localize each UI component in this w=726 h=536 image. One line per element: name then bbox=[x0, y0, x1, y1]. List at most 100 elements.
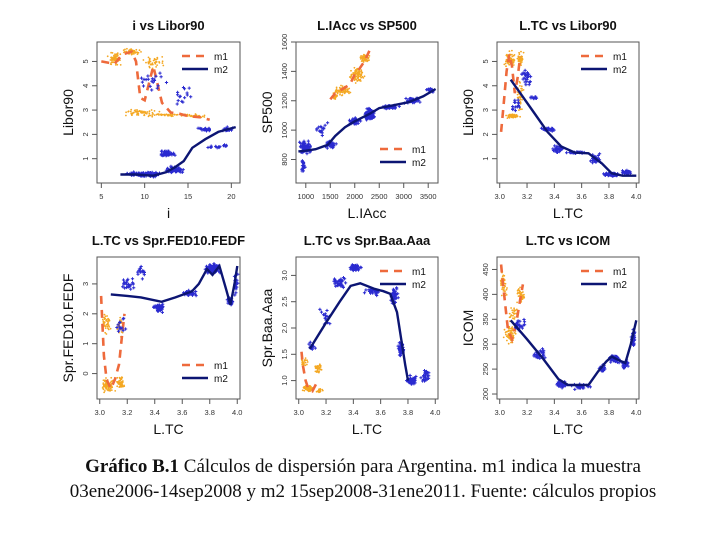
data-point-m1 bbox=[518, 53, 521, 56]
data-point-m1 bbox=[349, 91, 352, 94]
data-point-m1 bbox=[359, 58, 362, 60]
data-point-m1 bbox=[360, 76, 362, 79]
x-axis: 3.0 3.2 3.4 3.6 3.8 4.0 L.TC bbox=[294, 398, 440, 437]
data-point-m2 bbox=[374, 292, 378, 296]
data-point-m2 bbox=[164, 154, 168, 158]
data-point-m1 bbox=[107, 387, 110, 390]
data-point-m2 bbox=[528, 79, 532, 84]
data-point-m2 bbox=[233, 293, 237, 297]
data-point-m2 bbox=[525, 74, 529, 78]
y-tick-label: 450 bbox=[481, 263, 490, 276]
data-point-m1 bbox=[116, 55, 118, 57]
data-point-m1 bbox=[148, 112, 151, 115]
data-point-m1 bbox=[109, 327, 112, 330]
data-point-m1 bbox=[512, 317, 514, 320]
data-point-m2 bbox=[517, 105, 521, 109]
data-point-m2 bbox=[116, 329, 121, 333]
data-point-m2 bbox=[121, 329, 125, 333]
data-point-m2 bbox=[376, 290, 380, 294]
data-point-m1 bbox=[508, 63, 511, 66]
x-tick-label: 3.2 bbox=[122, 408, 132, 417]
data-point-m2 bbox=[418, 100, 422, 104]
data-point-m1 bbox=[500, 282, 502, 285]
data-point-m1 bbox=[189, 114, 191, 117]
data-point-m2 bbox=[421, 379, 425, 383]
x-tick-label: 3000 bbox=[395, 192, 412, 201]
y-tick-label: 400 bbox=[481, 288, 490, 301]
x-tick-label: 4.0 bbox=[631, 192, 641, 201]
y-tick-label: 200 bbox=[481, 388, 490, 401]
data-point-m1 bbox=[118, 383, 120, 385]
data-point-m2 bbox=[158, 71, 162, 75]
trend-line-m2 bbox=[298, 87, 437, 153]
data-point-m1 bbox=[318, 388, 321, 391]
data-point-m2 bbox=[208, 264, 212, 268]
data-point-m1 bbox=[514, 332, 517, 335]
data-point-m1 bbox=[316, 365, 319, 368]
data-point-m2 bbox=[527, 72, 531, 76]
data-point-m1 bbox=[116, 63, 119, 66]
data-point-m2 bbox=[542, 354, 546, 358]
data-point-m1 bbox=[339, 93, 341, 96]
data-point-m2 bbox=[328, 322, 332, 326]
data-point-m1 bbox=[149, 63, 152, 66]
data-point-m1 bbox=[148, 110, 151, 113]
data-point-m1 bbox=[156, 58, 159, 60]
data-point-m1 bbox=[147, 56, 150, 59]
data-point-m1 bbox=[110, 376, 113, 379]
data-point-m2 bbox=[410, 380, 414, 384]
data-point-m1 bbox=[130, 53, 133, 56]
data-point-m2 bbox=[124, 327, 128, 331]
data-point-m2 bbox=[155, 303, 159, 307]
y-tick-label: 300 bbox=[481, 338, 490, 351]
data-point-m1 bbox=[350, 73, 353, 76]
x-axis: 3.0 3.2 3.4 3.6 3.8 4.0 L.TC bbox=[495, 182, 641, 221]
trend-line-m2 bbox=[509, 319, 638, 387]
data-point-m1 bbox=[316, 367, 319, 370]
data-point-m1 bbox=[354, 71, 356, 74]
y-tick-label: 3.0 bbox=[280, 270, 289, 280]
y-tick-label: 800 bbox=[280, 153, 289, 166]
data-point-m1 bbox=[315, 370, 318, 373]
data-point-m1 bbox=[109, 63, 112, 65]
data-point-m1 bbox=[136, 51, 138, 53]
y-tick-label: 2 bbox=[81, 132, 90, 136]
y-tick-label: 350 bbox=[481, 313, 490, 326]
data-point-m2 bbox=[155, 309, 160, 313]
chart-title: L.TC vs Spr.Baa.Aaa bbox=[304, 233, 431, 248]
data-point-m2 bbox=[124, 285, 128, 290]
data-point-m2 bbox=[412, 378, 416, 382]
chart-panel-2: L.IAcc vs SP500 1000 1500 2000 2500 3000 3500 L… bbox=[259, 18, 439, 221]
data-point-m1 bbox=[519, 59, 522, 62]
data-point-m1 bbox=[102, 379, 105, 382]
data-point-m1 bbox=[348, 76, 351, 78]
data-point-m1 bbox=[190, 114, 193, 117]
data-point-m2 bbox=[558, 384, 562, 388]
x-tick-label: 1000 bbox=[297, 192, 314, 201]
data-point-m1 bbox=[135, 48, 138, 51]
data-point-m2 bbox=[527, 83, 531, 87]
data-point-m1 bbox=[520, 57, 522, 60]
x-tick-label: 15 bbox=[184, 192, 192, 201]
data-point-m1 bbox=[318, 391, 321, 393]
data-point-m2 bbox=[627, 169, 631, 174]
x-tick-label: 3.6 bbox=[576, 192, 586, 201]
data-point-m1 bbox=[107, 321, 110, 323]
data-point-m1 bbox=[363, 75, 366, 78]
x-axis-label: L.TC bbox=[553, 205, 583, 221]
trend-line-m1 bbox=[499, 264, 525, 344]
data-point-m1 bbox=[109, 59, 112, 61]
data-point-m2 bbox=[520, 72, 524, 76]
plot-area bbox=[300, 263, 431, 394]
data-point-m2 bbox=[318, 307, 322, 311]
y-tick-label: 1200 bbox=[280, 92, 289, 109]
y-axis-label: Libor90 bbox=[60, 89, 76, 136]
data-point-m2 bbox=[524, 72, 528, 76]
x-tick-label: 2500 bbox=[371, 192, 388, 201]
x-tick-label: 10 bbox=[140, 192, 148, 201]
data-point-m2 bbox=[185, 91, 189, 95]
data-point-m1 bbox=[503, 290, 506, 292]
y-tick-label: 0 bbox=[81, 372, 90, 376]
data-point-m1 bbox=[499, 279, 502, 282]
